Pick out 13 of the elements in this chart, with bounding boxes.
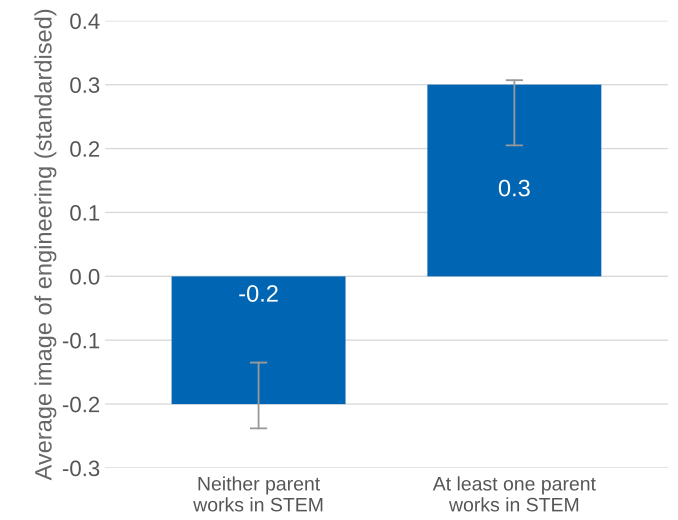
y-tick-label: -0.1: [62, 332, 100, 348]
y-tick-label: 0.1: [70, 204, 100, 221]
y-tick-label: 0.4: [70, 13, 100, 30]
y-axis-title: Average image of engineering (standardised): [34, 10, 56, 480]
x-tick-label: Neither parent works in STEM: [193, 476, 322, 512]
data-label: 0.3: [498, 180, 530, 196]
y-tick-label: -0.3: [62, 460, 100, 476]
y-tick-label: 0.3: [70, 77, 100, 93]
data-label: -0.2: [239, 285, 278, 302]
y-tick-label: -0.2: [62, 396, 100, 412]
x-tick-label: At least one parent works in STEM: [432, 476, 596, 512]
y-tick-label: 0.2: [70, 141, 100, 157]
y-tick-label: 0.0: [70, 268, 100, 285]
